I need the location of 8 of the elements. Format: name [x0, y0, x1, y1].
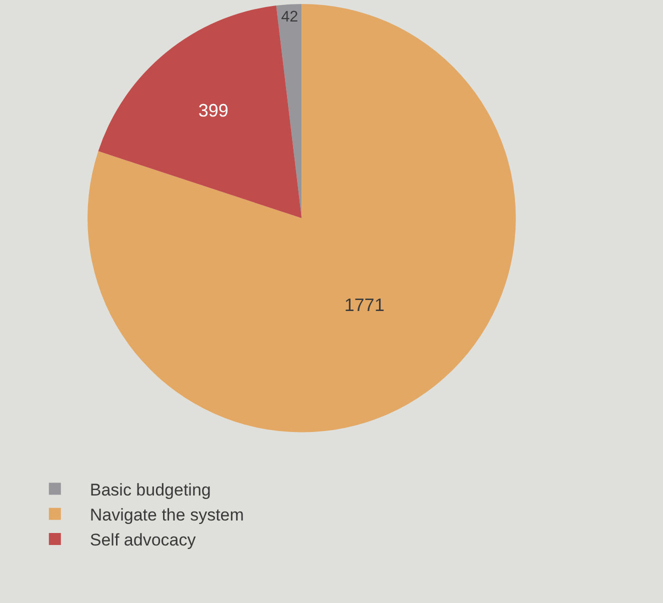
pie-slice — [98, 6, 302, 218]
legend-label: Navigate the system — [90, 506, 244, 524]
data-label: 1771 — [344, 294, 384, 315]
data-label: 42 — [281, 8, 298, 26]
pie-slice — [88, 4, 516, 432]
legend-label: Basic budgeting — [90, 480, 211, 500]
legend-label: Self advocacy — [90, 530, 196, 550]
data-label: 399 — [198, 100, 228, 120]
